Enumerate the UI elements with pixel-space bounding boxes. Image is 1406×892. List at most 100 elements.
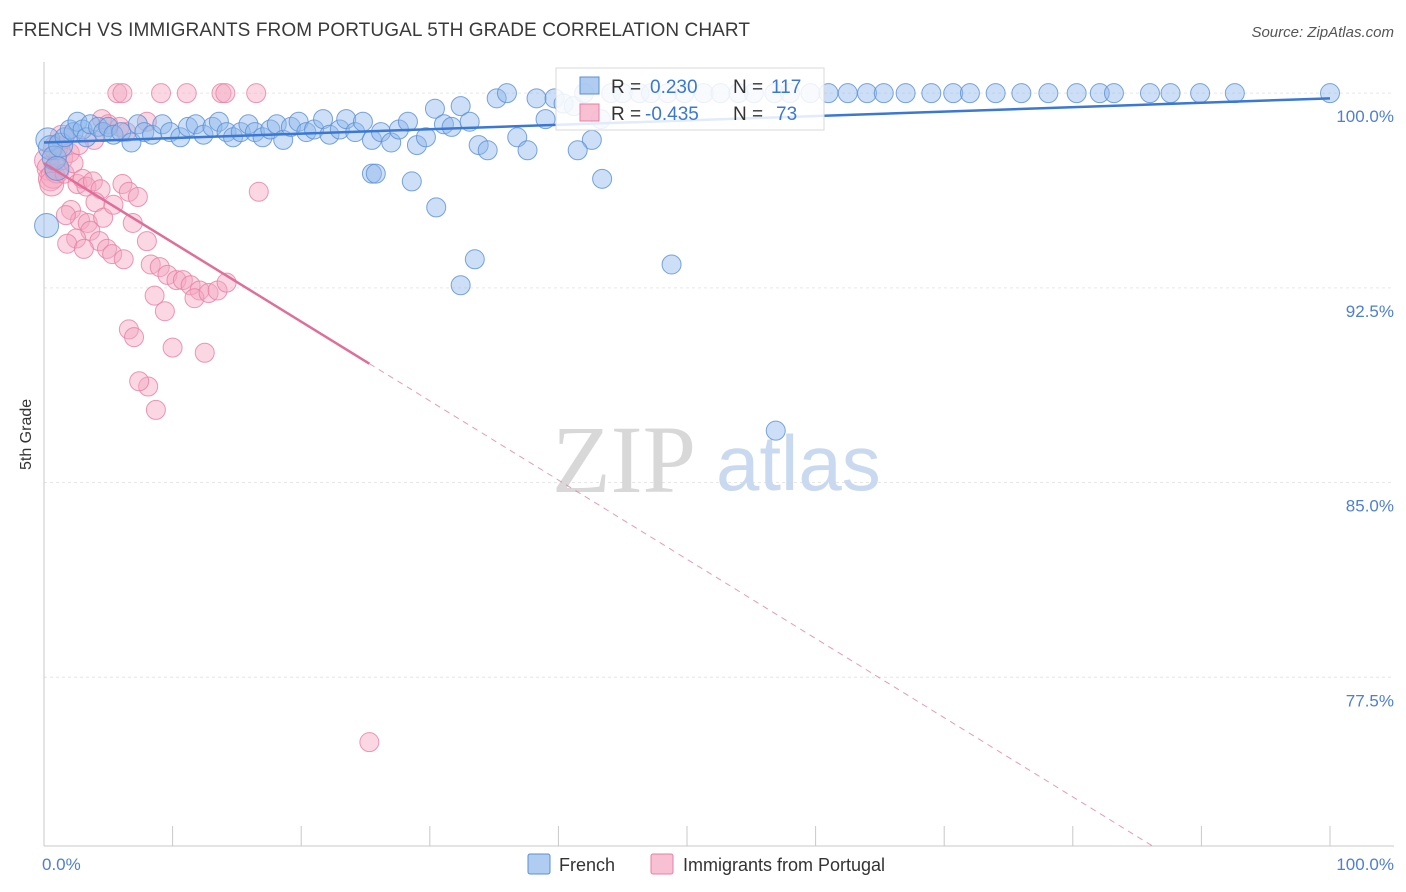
portugal-legend-swatch — [579, 103, 600, 122]
french-n-label: N = — [733, 77, 763, 98]
legend-french-swatch — [527, 853, 551, 875]
french-point — [486, 88, 507, 109]
portugal-r-label: R = — [611, 104, 641, 125]
french-point — [426, 197, 447, 218]
french-r-value: 0.230 — [650, 77, 698, 98]
portugal-point — [162, 337, 183, 358]
legend-portugal-label: Immigrants from Portugal — [683, 855, 885, 875]
french-point — [1066, 83, 1087, 104]
portugal-point — [129, 371, 150, 392]
french-point — [80, 114, 101, 135]
watermark: ZIP atlas — [552, 406, 881, 513]
portugal-point — [127, 186, 148, 207]
french-point — [208, 111, 229, 132]
french-n-value: 117 — [771, 77, 801, 98]
french-point — [424, 98, 445, 119]
portugal-point — [215, 83, 236, 104]
portugal-point — [55, 205, 76, 226]
french-point — [401, 171, 422, 192]
french-point — [313, 109, 334, 130]
portugal-point — [77, 212, 98, 233]
x-tick-label: 100.0% — [1336, 855, 1394, 874]
french-point — [837, 83, 858, 104]
french-point — [1190, 83, 1211, 104]
french-point — [127, 114, 148, 135]
portugal-point — [112, 83, 133, 104]
portugal-point — [107, 83, 128, 104]
portugal-point — [145, 399, 166, 420]
x-tick-labels: 0.0% 100.0% — [42, 855, 1394, 874]
french-point — [319, 124, 340, 145]
french-r-label: R = — [611, 77, 641, 98]
portugal-point — [82, 171, 103, 192]
watermark-zip: ZIP — [552, 406, 696, 513]
french-point — [592, 168, 613, 189]
portugal-point — [39, 171, 65, 197]
portugal-point — [124, 327, 145, 348]
portugal-point — [136, 231, 157, 252]
french-point — [1160, 83, 1181, 104]
french-point — [1089, 83, 1110, 104]
french-point — [464, 249, 485, 270]
french-point — [111, 122, 132, 143]
french-point — [365, 163, 386, 184]
french-point — [1011, 83, 1032, 104]
portugal-r-value: -0.435 — [645, 104, 699, 125]
french-point — [517, 140, 538, 161]
french-point — [943, 83, 964, 104]
portugal-point — [144, 285, 165, 306]
french-point — [252, 127, 273, 148]
legend-portugal-swatch — [650, 853, 674, 875]
french-point — [496, 83, 517, 104]
french-point — [450, 96, 471, 117]
french-point — [661, 254, 682, 275]
source-credit: Source: ZipAtlas.com — [1251, 24, 1394, 41]
french-point — [857, 83, 878, 104]
french-point — [1038, 83, 1059, 104]
y-tick-label: 100.0% — [1336, 107, 1394, 126]
french-legend-swatch — [579, 76, 600, 95]
french-point — [185, 114, 206, 135]
portugal-point — [246, 83, 267, 104]
portugal-n-label: N = — [733, 104, 763, 125]
french-point — [238, 114, 259, 135]
french-point — [441, 116, 462, 137]
french-point — [1139, 83, 1160, 104]
portugal-point — [57, 233, 78, 254]
french-point — [152, 114, 173, 135]
french-point — [873, 83, 894, 104]
series-legend: French Immigrants from Portugal — [527, 853, 885, 875]
portugal-point — [154, 301, 175, 322]
x-tick-label: 0.0% — [42, 855, 81, 874]
french-point — [1103, 83, 1124, 104]
french-point — [1224, 83, 1245, 104]
french-point — [526, 88, 547, 109]
french-point — [415, 127, 436, 148]
y-tick-labels: 100.0% 92.5% 85.0% 77.5% — [1336, 107, 1394, 710]
french-point — [567, 140, 588, 161]
french-point — [34, 213, 60, 239]
stats-legend: R = 0.230 N = 117 R = -0.435 N = 73 — [555, 67, 825, 131]
portugal-point — [112, 174, 133, 195]
french-point — [895, 83, 916, 104]
portugal-point — [194, 342, 215, 363]
legend-french-label: French — [559, 855, 615, 875]
y-tick-label: 85.0% — [1346, 497, 1394, 516]
french-point — [959, 83, 980, 104]
portugal-point — [102, 244, 123, 265]
gridlines — [44, 92, 1394, 678]
french-point — [397, 111, 418, 132]
french-point — [765, 420, 786, 441]
y-tick-label: 92.5% — [1346, 302, 1394, 321]
chart-title: FRENCH VS IMMIGRANTS FROM PORTUGAL 5TH G… — [12, 20, 751, 41]
portugal-trend-line — [43, 162, 371, 365]
portugal-point — [359, 732, 380, 753]
french-point — [477, 140, 498, 161]
portugal-point — [149, 257, 170, 278]
y-tick-label: 77.5% — [1346, 691, 1394, 710]
french-point — [921, 83, 942, 104]
french-point — [985, 83, 1006, 104]
portugal-point — [248, 181, 269, 202]
french-point — [381, 132, 402, 153]
